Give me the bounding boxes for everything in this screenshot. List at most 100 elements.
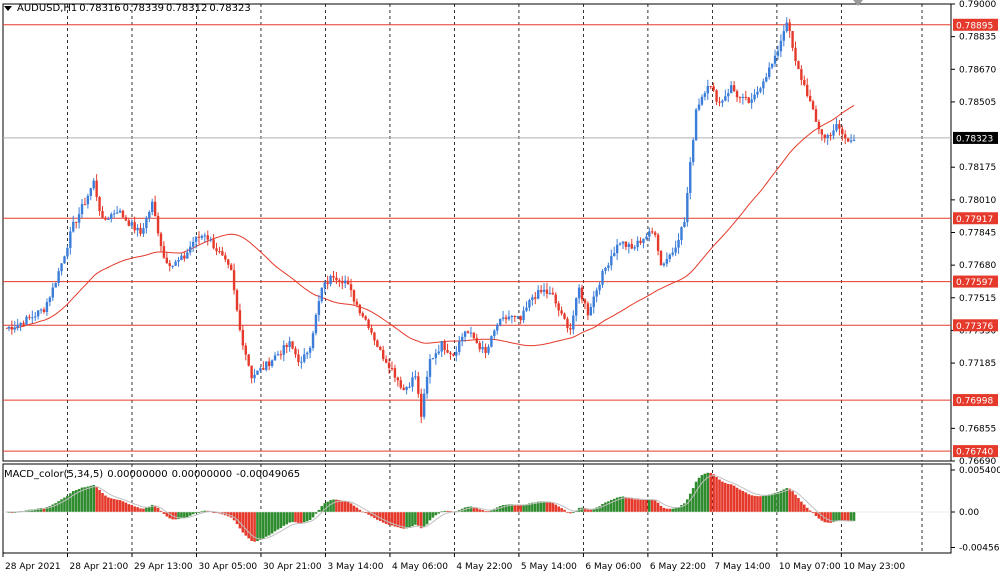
- macd-bar: [431, 512, 435, 518]
- candle-body: [168, 263, 171, 267]
- candle: [136, 224, 139, 237]
- candle-body: [95, 180, 98, 197]
- macd-bar: [601, 503, 604, 512]
- candle-body: [387, 362, 391, 369]
- macd-bar: [89, 485, 93, 512]
- candle-body: [747, 97, 750, 103]
- candle: [732, 81, 736, 93]
- macd-bar: [636, 499, 639, 512]
- candle-body: [712, 86, 715, 91]
- candle-body: [89, 188, 92, 196]
- chart-shift-marker-icon[interactable]: [853, 0, 863, 6]
- macd-bar: [481, 510, 484, 512]
- candle: [548, 286, 552, 295]
- candle-body: [542, 289, 546, 292]
- macd-bar: [648, 499, 651, 512]
- macd-bar: [586, 509, 590, 512]
- macd-bar: [355, 507, 359, 512]
- candle: [756, 86, 759, 98]
- candle-body: [469, 332, 473, 334]
- candle: [420, 388, 423, 424]
- candle-body: [98, 196, 101, 212]
- candle-body: [668, 254, 671, 259]
- candle-body: [256, 370, 259, 375]
- candle: [408, 382, 411, 389]
- macd-bar: [782, 489, 786, 512]
- candle: [238, 303, 242, 332]
- candle: [36, 310, 40, 320]
- candle: [721, 99, 724, 108]
- candle: [414, 370, 417, 380]
- level-price-label: 0.76998: [956, 397, 993, 407]
- high-value: 0.78339: [122, 3, 165, 14]
- candle-body: [145, 217, 148, 229]
- candle-body: [501, 317, 505, 319]
- candle: [472, 332, 476, 340]
- candle: [706, 79, 709, 100]
- candle: [294, 346, 297, 358]
- candle: [668, 253, 671, 263]
- candle-body: [437, 351, 440, 354]
- candle: [382, 345, 385, 362]
- candle: [750, 93, 753, 109]
- macd-bar: [101, 493, 104, 512]
- macd-bar: [291, 512, 294, 523]
- macd-bar: [554, 504, 558, 512]
- candle: [417, 371, 420, 398]
- candle: [133, 216, 136, 234]
- candle: [221, 246, 224, 257]
- macd-bar: [501, 505, 505, 512]
- candle: [405, 386, 408, 395]
- candle: [265, 361, 268, 372]
- candle-body: [548, 292, 552, 294]
- candle: [349, 278, 353, 297]
- macd-bar: [805, 507, 809, 512]
- candle: [227, 258, 230, 269]
- macd-bar: [343, 501, 347, 512]
- symbol-dropdown-icon[interactable]: [4, 6, 12, 11]
- level-price-label: 0.78895: [956, 21, 993, 31]
- candle-body: [592, 296, 595, 308]
- candle: [89, 187, 92, 201]
- macd-bar: [832, 512, 835, 523]
- candle: [247, 353, 250, 367]
- macd-name: MACD_color(5,34,5): [4, 469, 104, 480]
- candle-body: [729, 85, 733, 94]
- time-tick-label: 6 May 22:00: [650, 562, 706, 572]
- macd-bar: [820, 512, 824, 521]
- candle: [566, 316, 569, 333]
- macd-bar: [191, 512, 195, 515]
- candle: [677, 233, 680, 254]
- candle-body: [153, 201, 157, 216]
- macd-bar: [168, 512, 172, 519]
- macd-bar: [662, 507, 666, 512]
- macd-bar: [721, 481, 724, 512]
- candle-body: [22, 322, 25, 325]
- price-tick-label: 0.77680: [959, 261, 996, 271]
- candle-body: [25, 316, 28, 325]
- candle: [151, 198, 154, 216]
- macd-bar: [10, 512, 14, 513]
- candle-body: [104, 217, 107, 220]
- candle-body: [846, 138, 850, 142]
- candle-body: [536, 290, 540, 299]
- candle-body: [86, 195, 90, 205]
- candle-body: [724, 96, 727, 101]
- candle: [314, 313, 318, 336]
- candle-body: [224, 255, 227, 260]
- candle-body: [773, 55, 777, 64]
- candle: [288, 336, 291, 352]
- candle: [645, 233, 648, 241]
- candle-body: [496, 324, 499, 331]
- candle: [592, 291, 595, 314]
- macd-bar: [165, 512, 169, 517]
- candle: [826, 133, 829, 145]
- macd-bar: [279, 512, 283, 529]
- open-value: 0.78316: [79, 3, 121, 14]
- candle: [104, 216, 107, 221]
- macd-bar: [80, 487, 84, 512]
- macd-bar: [560, 508, 563, 512]
- candle-body: [379, 346, 382, 350]
